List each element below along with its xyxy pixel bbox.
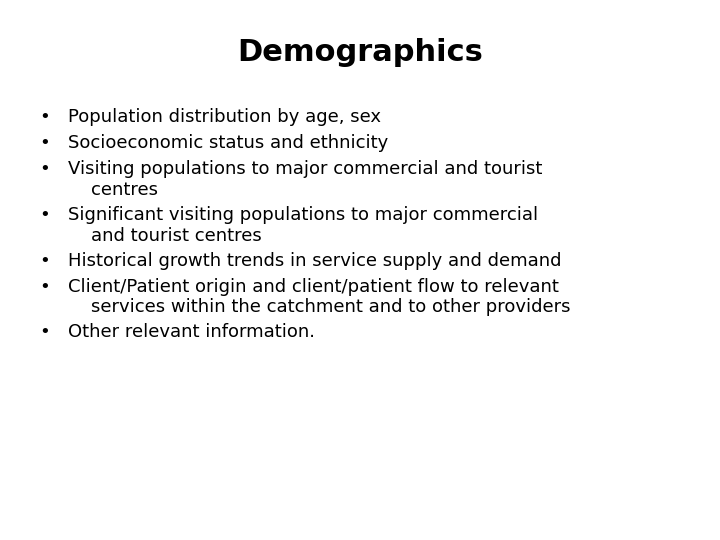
Text: •: • [40,160,50,178]
Text: •: • [40,278,50,295]
Text: Other relevant information.: Other relevant information. [68,323,315,341]
Text: Socioeconomic status and ethnicity: Socioeconomic status and ethnicity [68,134,389,152]
Text: •: • [40,108,50,126]
Text: •: • [40,323,50,341]
Text: •: • [40,206,50,224]
Text: Historical growth trends in service supply and demand: Historical growth trends in service supp… [68,252,562,269]
Text: Population distribution by age, sex: Population distribution by age, sex [68,108,382,126]
Text: •: • [40,252,50,269]
Text: Visiting populations to major commercial and tourist
    centres: Visiting populations to major commercial… [68,160,543,199]
Text: Client/Patient origin and client/patient flow to relevant
    services within th: Client/Patient origin and client/patient… [68,278,571,316]
Text: Demographics: Demographics [237,38,483,67]
Text: Significant visiting populations to major commercial
    and tourist centres: Significant visiting populations to majo… [68,206,539,245]
Text: •: • [40,134,50,152]
